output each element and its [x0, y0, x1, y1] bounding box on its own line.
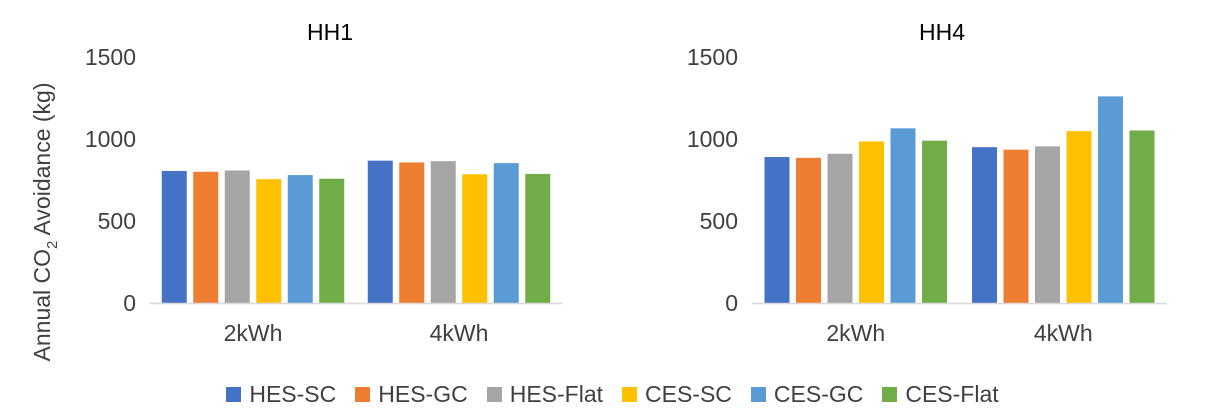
legend-label-ces-gc: CES-GC: [773, 380, 864, 407]
bar-hh1-2kwh-hes-flat: [224, 170, 250, 303]
y-tick-label-hh4: 0: [725, 290, 738, 316]
bar-hh1-4kwh-hes-flat: [430, 161, 456, 303]
y-tick-label-hh1: 1500: [85, 44, 136, 70]
legend-swatch-hes-sc: [226, 386, 242, 402]
bar-hh4-2kwh-ces-sc: [859, 141, 884, 303]
bar-hh4-4kwh-ces-flat: [1129, 130, 1155, 303]
bar-hh4-4kwh-ces-sc: [1066, 131, 1092, 303]
legend-item-hes-flat: HES-Flat: [486, 380, 603, 408]
y-tick-label-hh4: 500: [700, 208, 738, 234]
legend-label-ces-flat: CES-Flat: [905, 380, 999, 407]
bar-hh4-2kwh-ces-flat: [922, 140, 947, 303]
bar-hh1-4kwh-hes-gc: [399, 162, 425, 303]
legend-swatch-ces-sc: [622, 386, 637, 402]
legend-swatch-ces-gc: [750, 386, 766, 402]
y-axis-label: Annual CO2 Avoidance (kg): [29, 83, 61, 362]
legend-label-hes-gc: HES-GC: [378, 380, 468, 407]
bar-hh4-2kwh-hes-gc: [796, 157, 821, 303]
x-tick-label-hh1-4kwh: 4kWh: [430, 320, 489, 346]
legend-label-hes-sc: HES-SC: [249, 380, 337, 407]
y-tick-label-hh1: 500: [98, 208, 136, 234]
y-tick-label-hh4: 1500: [687, 44, 738, 70]
bar-hh1-4kwh-ces-sc: [462, 174, 488, 303]
chart-legend: HES-SC HES-GC HES-Flat CES-SC CES-GC CES…: [0, 377, 1225, 411]
bar-hh4-2kwh-ces-gc: [890, 128, 916, 303]
bar-hh1-2kwh-hes-gc: [193, 171, 219, 303]
legend-label-ces-sc: CES-SC: [645, 380, 732, 407]
bar-hh1-4kwh-ces-flat: [525, 173, 551, 303]
chart-title-hh4: HH4: [919, 19, 965, 45]
y-axis-label-subscript: 2: [44, 241, 61, 249]
bar-hh4-4kwh-hes-flat: [1035, 146, 1060, 303]
legend-item-hes-gc: HES-GC: [355, 380, 468, 408]
legend-swatch-ces-flat: [882, 386, 898, 402]
x-tick-label-hh4-2kwh: 2kWh: [826, 320, 885, 346]
bar-hh4-2kwh-hes-flat: [827, 153, 853, 303]
bar-hh4-4kwh-ces-gc: [1098, 96, 1123, 303]
legend-item-hes-sc: HES-SC: [226, 381, 336, 408]
legend-label-hes-flat: HES-Flat: [509, 380, 603, 407]
x-tick-label-hh4-4kwh: 4kWh: [1034, 320, 1093, 346]
bar-hh1-2kwh-ces-gc: [287, 175, 313, 303]
y-tick-label-hh4: 1000: [687, 126, 738, 152]
legend-item-ces-flat: CES-Flat: [882, 380, 999, 408]
bar-hh1-2kwh-ces-flat: [319, 178, 345, 303]
bar-hh4-2kwh-hes-sc: [764, 157, 790, 303]
y-tick-label-hh1: 1000: [85, 126, 136, 152]
bar-hh4-4kwh-hes-gc: [1003, 149, 1029, 303]
bar-hh4-4kwh-hes-sc: [972, 147, 997, 303]
bar-hh1-2kwh-ces-sc: [256, 179, 282, 303]
legend-swatch-hes-gc: [355, 386, 371, 402]
legend-item-ces-sc: CES-SC: [622, 381, 732, 408]
legend-swatch-hes-flat: [486, 386, 502, 402]
bar-hh1-2kwh-hes-sc: [161, 170, 187, 303]
bar-hh1-4kwh-ces-gc: [493, 163, 519, 303]
y-tick-label-hh1: 0: [123, 290, 136, 316]
bar-hh1-4kwh-hes-sc: [367, 160, 393, 303]
chart-title-hh1: HH1: [307, 19, 353, 45]
legend-item-ces-gc: CES-GC: [750, 380, 864, 408]
x-tick-label-hh1-2kwh: 2kWh: [224, 320, 283, 346]
